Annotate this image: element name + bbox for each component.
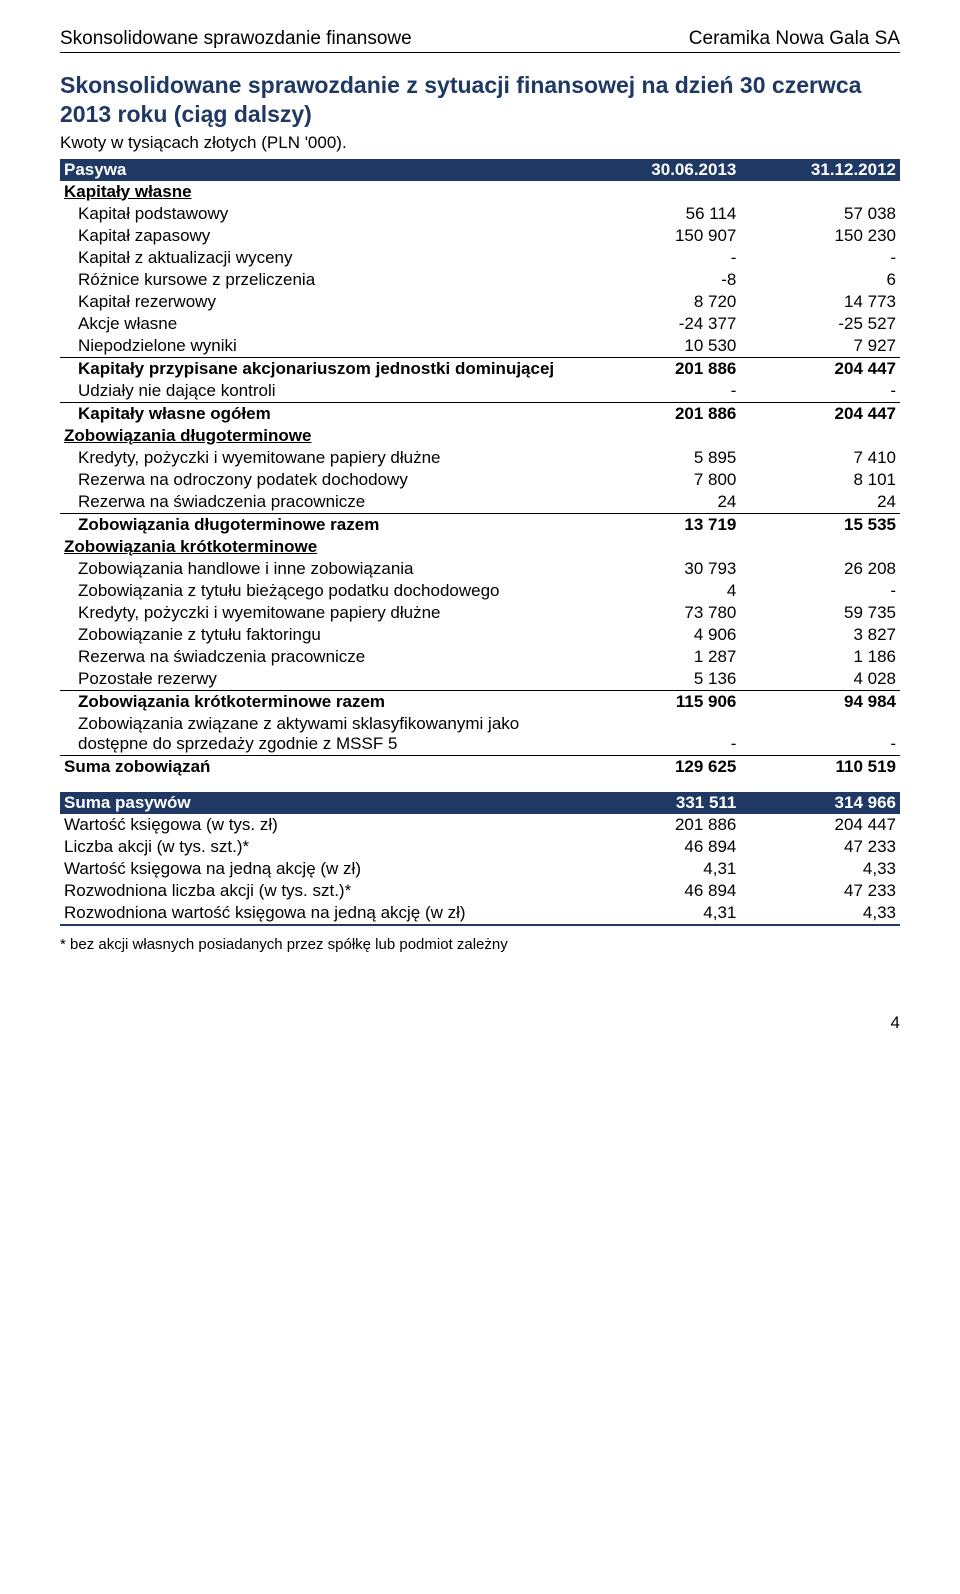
table-header-row: Pasywa 30.06.2013 31.12.2012 — [60, 159, 900, 181]
table-row: Niepodzielone wyniki10 5307 927 — [60, 335, 900, 358]
subtotal-row: Kapitały przypisane akcjonariuszom jedno… — [60, 357, 900, 380]
colhdr-label: Pasywa — [60, 159, 581, 181]
page-number: 4 — [60, 1013, 900, 1033]
table-row: Pozostałe rezerwy5 1364 028 — [60, 668, 900, 691]
table-row: Wartość księgowa na jedną akcję (w zł)4,… — [60, 858, 900, 880]
page-title: Skonsolidowane sprawozdanie z sytuacji f… — [60, 71, 900, 129]
colhdr-2: 31.12.2012 — [740, 159, 900, 181]
spacer-row — [60, 778, 900, 792]
table-row: Zobowiązania związane z aktywami sklasyf… — [60, 713, 900, 756]
table-row: Udziały nie dające kontroli-- — [60, 380, 900, 403]
table-row: Różnice kursowe z przeliczenia-86 — [60, 269, 900, 291]
closing-bar — [60, 924, 900, 926]
table-row: Kapitał z aktualizacji wyceny-- — [60, 247, 900, 269]
footnote: * bez akcji własnych posiadanych przez s… — [60, 936, 900, 953]
section-long-liab: Zobowiązania długoterminowe — [60, 425, 900, 447]
doc-header-left: Skonsolidowane sprawozdanie finansowe — [60, 28, 412, 50]
table-row: Zobowiązania z tytułu bieżącego podatku … — [60, 580, 900, 602]
sum-pasywow-row: Suma pasywów 331 511 314 966 — [60, 792, 900, 814]
colhdr-1: 30.06.2013 — [581, 159, 741, 181]
section-equity: Kapitały własne — [60, 181, 900, 203]
table-row: Kredyty, pożyczki i wyemitowane papiery … — [60, 447, 900, 469]
section-short-liab: Zobowiązania krótkoterminowe — [60, 536, 900, 558]
sum-liabilities-row: Suma zobowiązań129 625110 519 — [60, 755, 900, 778]
table-row: Rozwodniona liczba akcji (w tys. szt.)*4… — [60, 880, 900, 902]
table-row: Rezerwa na świadczenia pracownicze1 2871… — [60, 646, 900, 668]
page-subtitle: Kwoty w tysiącach złotych (PLN '000). — [60, 133, 900, 153]
table-row: Akcje własne-24 377-25 527 — [60, 313, 900, 335]
table-row: Rezerwa na świadczenia pracownicze2424 — [60, 491, 900, 514]
table-row: Kapitał podstawowy56 11457 038 — [60, 203, 900, 225]
table-row: Zobowiązanie z tytułu faktoringu4 9063 8… — [60, 624, 900, 646]
header-rule — [60, 52, 900, 53]
table-row: Kredyty, pożyczki i wyemitowane papiery … — [60, 602, 900, 624]
table-row: Rozwodniona wartość księgowa na jedną ak… — [60, 902, 900, 924]
table-row: Rezerwa na odroczony podatek dochodowy7 … — [60, 469, 900, 491]
total-short-liab-row: Zobowiązania krótkoterminowe razem115 90… — [60, 690, 900, 713]
total-equity-row: Kapitały własne ogółem201 886204 447 — [60, 402, 900, 425]
table-row: Kapitał rezerwowy8 72014 773 — [60, 291, 900, 313]
table-row: Liczba akcji (w tys. szt.)*46 89447 233 — [60, 836, 900, 858]
table-row: Wartość księgowa (w tys. zł)201 886204 4… — [60, 814, 900, 836]
total-long-liab-row: Zobowiązania długoterminowe razem13 7191… — [60, 513, 900, 536]
financial-table: Pasywa 30.06.2013 31.12.2012 Kapitały wł… — [60, 159, 900, 926]
table-row: Zobowiązania handlowe i inne zobowiązani… — [60, 558, 900, 580]
table-row: Kapitał zapasowy150 907150 230 — [60, 225, 900, 247]
doc-header-right: Ceramika Nowa Gala SA — [689, 28, 900, 50]
